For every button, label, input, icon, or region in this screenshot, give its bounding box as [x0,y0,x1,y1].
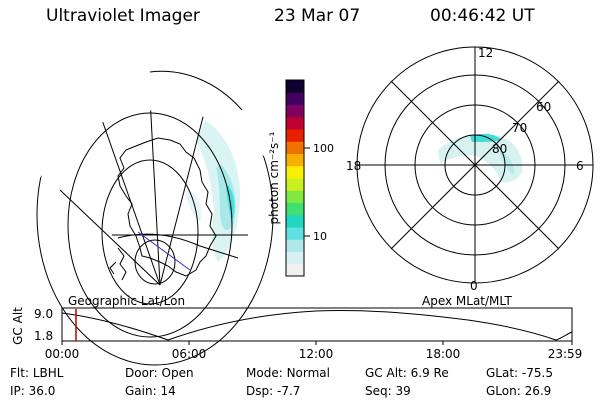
colorbar-cell [286,190,304,203]
status-seq: Seq: 39 [365,384,411,398]
colorbar-cell [286,116,304,130]
status-door: Door: Open [125,366,194,380]
instrument-title: Ultraviolet Imager [46,6,200,26]
status-gc-alt: GC Alt: 6.9 Re [365,366,449,380]
time-tick-0000: 00:00 [45,347,80,361]
time-tick-1800: 18:00 [426,347,461,361]
alt-tick-max: 9.0 [34,307,53,321]
colorbar-cells [286,80,304,277]
geo-panel-label: Geographic Lat/Lon [68,294,185,308]
status-glat: GLat: -75.5 [486,366,553,380]
colorbar-unit-label: photon cm⁻²s⁻¹ [267,131,281,224]
colorbar-cell [286,178,304,191]
limb-arc [149,70,243,111]
colorbar-cell [286,165,304,179]
status-mode: Mode: Normal [246,366,330,380]
polar-map: 12 0 18 6 60 70 80 [346,46,594,293]
mlat-label-60: 60 [536,100,551,114]
altitude-timeline: 9.0 1.8 GC Alt 00:00 06:00 12:00 18:00 2… [11,307,582,361]
colorbar-cell [286,202,304,216]
colorbar-cell [286,92,304,105]
terminator-line [137,231,191,271]
polar-grid [356,46,594,284]
colorbar-cell [286,263,304,277]
altitude-curve [61,310,573,341]
colorbar-cell [286,153,304,167]
colorbar: 100 10 photon cm⁻²s⁻¹ [267,79,334,277]
colorbar-cell [286,227,304,240]
mlt-label-6: 6 [576,159,584,173]
colorbar-cell [286,251,304,265]
date-label: 23 Mar 07 [274,6,361,26]
mlat-label-80: 80 [492,142,507,156]
time-tick-1200: 12:00 [299,347,334,361]
geographic-map [36,70,274,366]
colorbar-cell [286,80,304,93]
status-glon: GLon: 26.9 [486,384,552,398]
mlt-label-12: 12 [478,46,493,60]
geo-grid [36,110,274,366]
coastline-antarctica [109,137,217,281]
colorbar-cell [286,104,304,118]
polar-panel-label: Apex MLat/MLT [422,294,512,308]
time-tick-0600: 06:00 [172,347,207,361]
alt-tick-min: 1.8 [34,329,53,343]
status-ip: IP: 36.0 [10,384,56,398]
status-gain: Gain: 14 [125,384,176,398]
colorbar-tick-100: 100 [313,142,334,155]
alt-axis-label: GC Alt [11,307,25,345]
colorbar-cell [286,214,304,228]
colorbar-tick-10: 10 [313,230,327,243]
status-flt: Flt: LBHL [10,366,64,380]
mlat-label-70: 70 [512,121,527,135]
colorbar-cell [286,141,304,154]
colorbar-cell [286,129,304,142]
mlt-label-18: 18 [346,159,361,173]
status-dsp: Dsp: -7.7 [246,384,301,398]
time-label: 00:46:42 UT [430,6,535,26]
mlt-label-0: 0 [470,279,478,293]
geo-aurora-emission [186,120,240,262]
time-tick-2359: 23:59 [548,347,583,361]
colorbar-cell [286,239,304,252]
